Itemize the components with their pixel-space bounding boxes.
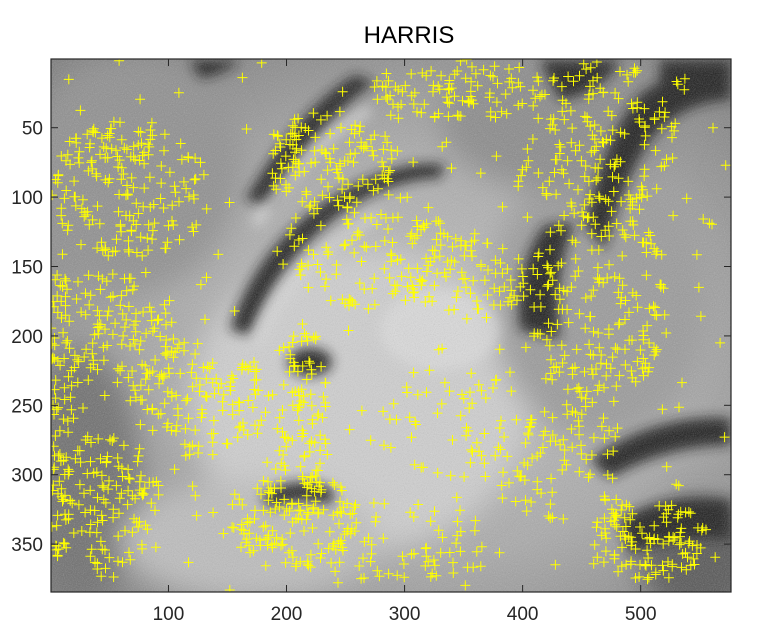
plus-marker-set: [51, 59, 731, 592]
y-tick-label: 100: [11, 188, 43, 209]
x-tick-label: 200: [271, 604, 303, 625]
y-axis: 50 100 150 200 250 300 350: [11, 119, 731, 556]
x-tick-label: 500: [625, 604, 657, 625]
axes-box: [50, 58, 732, 593]
x-tick-label: 400: [507, 604, 539, 625]
y-tick-label: 150: [11, 258, 43, 279]
grayscale-photo: [51, 59, 731, 592]
y-tick-label: 250: [11, 396, 43, 417]
x-axis: 100 200 300 400 500: [153, 59, 657, 625]
x-tick-label: 300: [389, 604, 421, 625]
harris-corner-markers: [51, 59, 731, 592]
y-tick-label: 50: [22, 119, 43, 140]
y-tick-label: 200: [11, 327, 43, 348]
x-tick-label: 100: [153, 604, 185, 625]
y-tick-label: 300: [11, 466, 43, 487]
figure-title: HARRIS: [364, 22, 455, 49]
y-tick-label: 350: [11, 535, 43, 556]
